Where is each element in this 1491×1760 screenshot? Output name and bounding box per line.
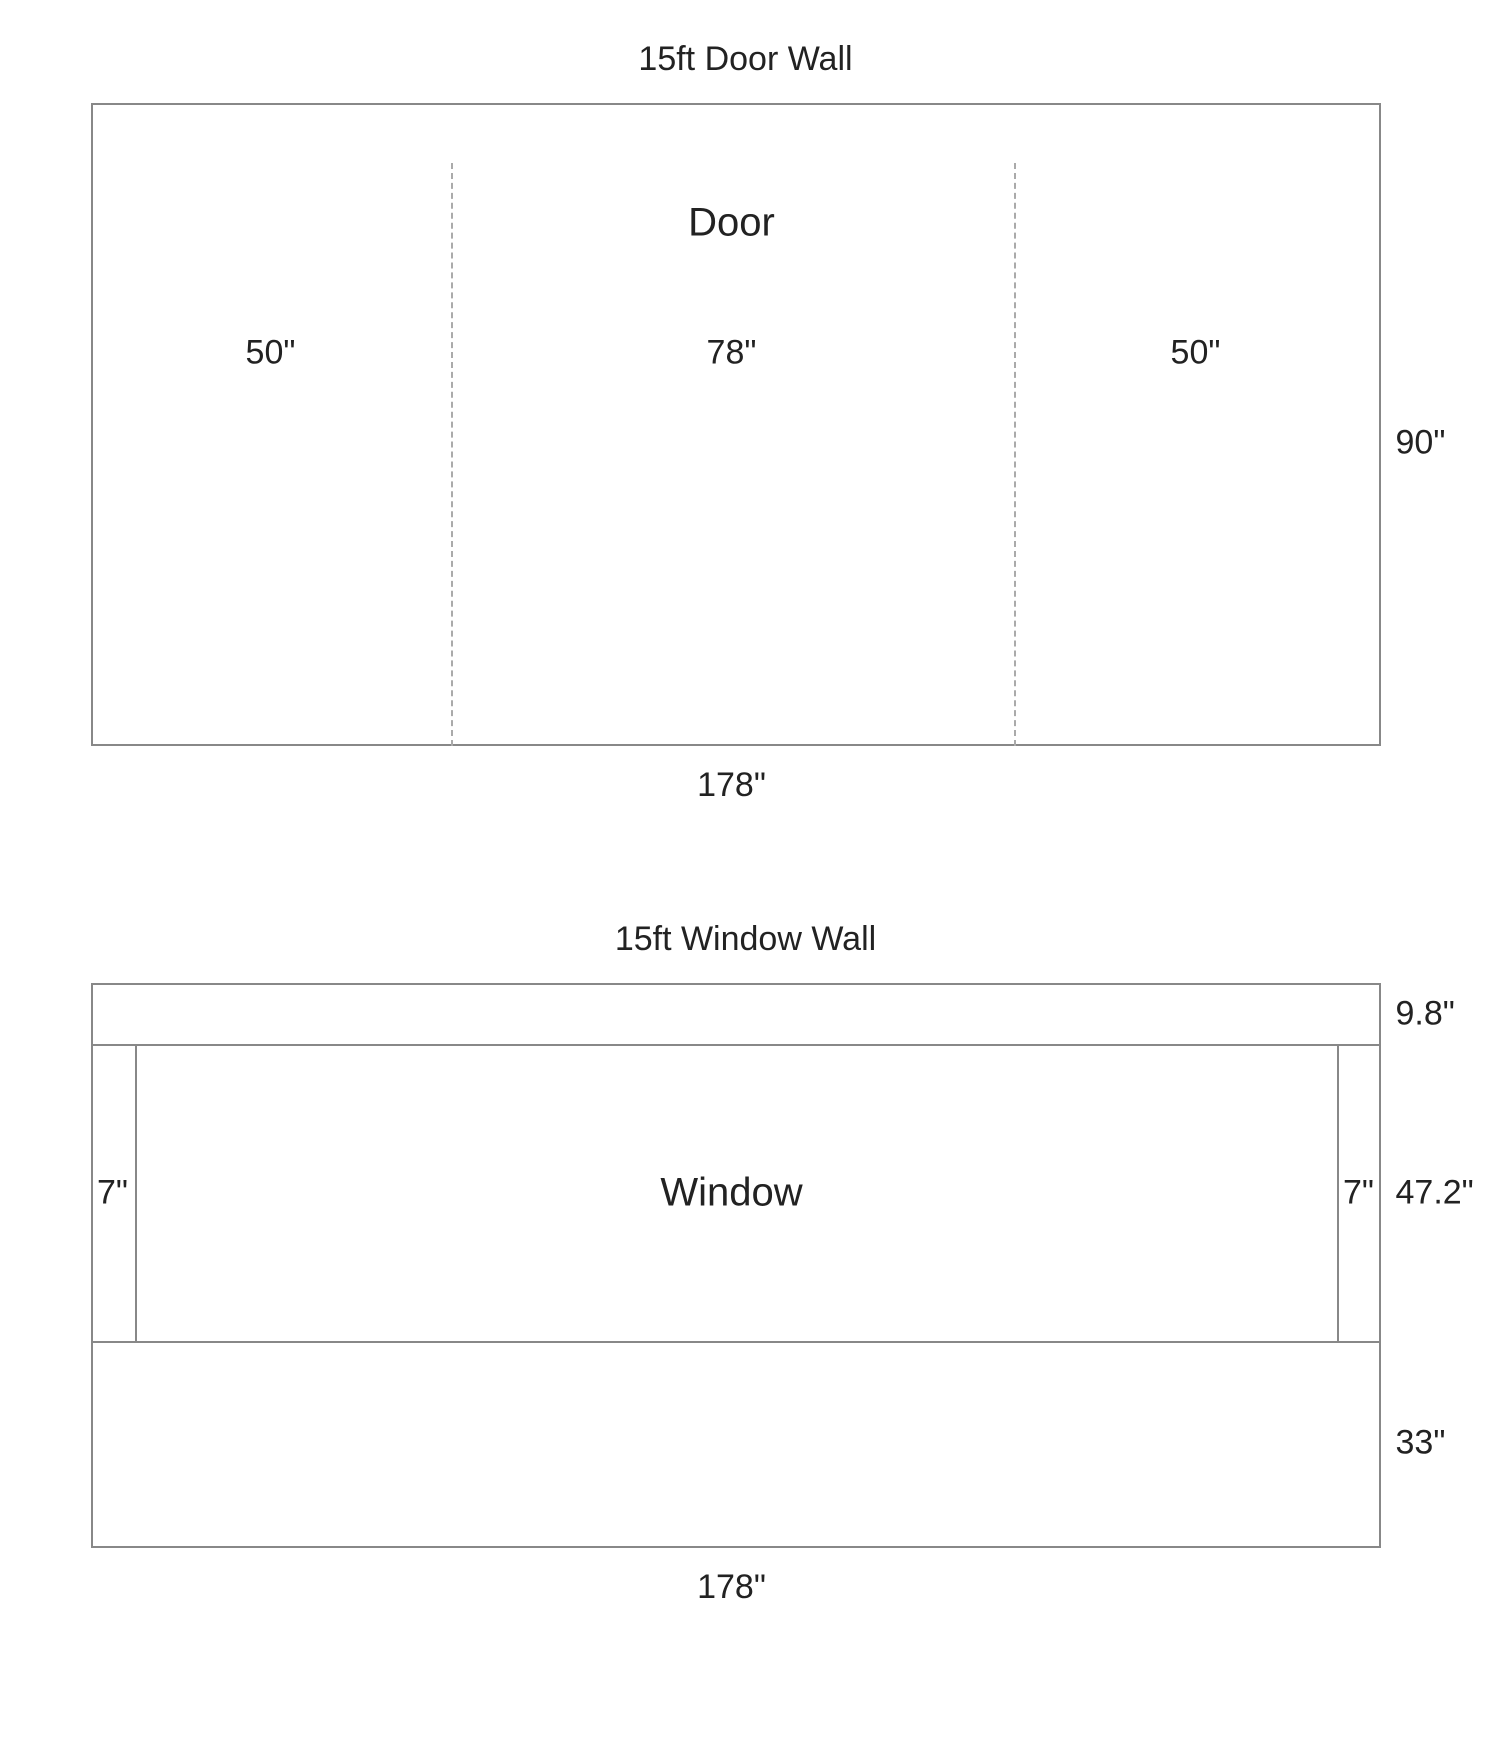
- door-wall-right-dash: [1014, 163, 1016, 746]
- window-wall-outer-rect: [91, 983, 1381, 1548]
- window-right-margin: 7": [1343, 1174, 1374, 1213]
- window-total-width: 178": [697, 1568, 766, 1607]
- door-wall-left-dash: [451, 163, 453, 746]
- door-wall-title: 15ft Door Wall: [0, 40, 1491, 79]
- door-center-width: 78": [707, 334, 757, 373]
- window-left-margin: 7": [97, 1174, 128, 1213]
- window-label: Window: [660, 1171, 802, 1216]
- window-wall-title: 15ft Window Wall: [0, 920, 1491, 959]
- door-total-width: 178": [697, 766, 766, 805]
- window-mid-h: 47.2": [1396, 1174, 1474, 1213]
- window-wall-area: Window 7" 7" 9.8" 47.2" 33" 178": [31, 983, 1461, 1643]
- window-wall-diagram: 15ft Window Wall Window 7" 7" 9.8" 47.2"…: [0, 920, 1491, 1700]
- page: 15ft Door Wall Door 50" 78" 50" 90" 178"…: [0, 0, 1491, 1760]
- door-wall-diagram: 15ft Door Wall Door 50" 78" 50" 90" 178": [0, 40, 1491, 860]
- window-top-h: 9.8": [1396, 995, 1455, 1034]
- door-wall-outer-rect: [91, 103, 1381, 746]
- window-bot-h: 33": [1396, 1424, 1446, 1463]
- door-height-label: 90": [1396, 424, 1446, 463]
- window-right-vline: [1337, 1044, 1339, 1341]
- door-wall-area: Door 50" 78" 50" 90" 178": [31, 103, 1461, 823]
- door-right-width: 50": [1171, 334, 1221, 373]
- door-left-width: 50": [246, 334, 296, 373]
- window-left-vline: [135, 1044, 137, 1341]
- door-label: Door: [688, 201, 775, 246]
- window-mid-line: [91, 1341, 1381, 1343]
- window-top-line: [91, 1044, 1381, 1046]
